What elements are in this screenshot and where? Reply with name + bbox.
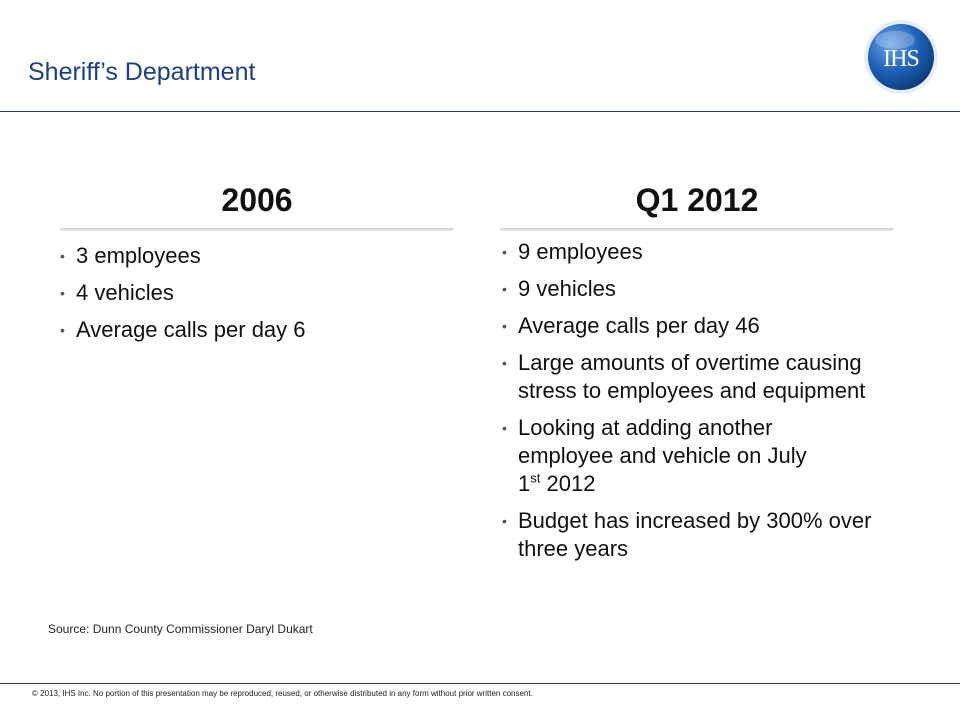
- bullet-icon: •: [502, 420, 507, 436]
- bullet-icon: •: [502, 281, 507, 297]
- bullet-icon: •: [60, 248, 65, 264]
- bullet-icon: •: [60, 322, 65, 338]
- list-item: • Average calls per day 46: [502, 313, 760, 338]
- bullet-icon: •: [60, 285, 65, 301]
- left-heading-underline: [60, 228, 454, 231]
- list-item: • 3 employees: [60, 243, 201, 268]
- right-column-heading: Q1 2012: [635, 182, 759, 218]
- bullet-icon: •: [502, 244, 507, 260]
- bullet-icon: •: [502, 513, 507, 529]
- copyright-footer: © 2013, IHS Inc. No portion of this pres…: [32, 689, 533, 698]
- source-note: Source: Dunn County Commissioner Daryl D…: [48, 622, 313, 636]
- right-bullet-list: • 9 employees • 9 vehicles • Average calls …: [502, 238, 902, 572]
- list-item: • Large amounts of overtime causing stres…: [502, 350, 866, 403]
- logo-text: IHS: [883, 46, 919, 72]
- list-item: • 9 vehicles: [502, 276, 616, 301]
- ihs-logo: IHS: [864, 20, 938, 94]
- right-heading-underline: [500, 228, 894, 231]
- list-item: • 4 vehicles: [60, 280, 174, 305]
- bullet-icon: •: [502, 355, 507, 371]
- list-item: • Average calls per day 6: [60, 317, 306, 342]
- left-column-heading: 2006: [221, 182, 293, 218]
- slide-title: Sheriff’s Department: [28, 58, 256, 86]
- left-bullet-list: • 3 employees • 4 vehicles • Average calls …: [60, 242, 440, 353]
- list-item: • Looking at adding another employee and v…: [502, 415, 807, 496]
- title-divider: [0, 111, 960, 112]
- footer-divider: [0, 683, 960, 684]
- list-item: • 9 employees: [502, 239, 643, 264]
- list-item: • Budget has increased by 300% over three…: [502, 508, 872, 561]
- bullet-icon: •: [502, 318, 507, 334]
